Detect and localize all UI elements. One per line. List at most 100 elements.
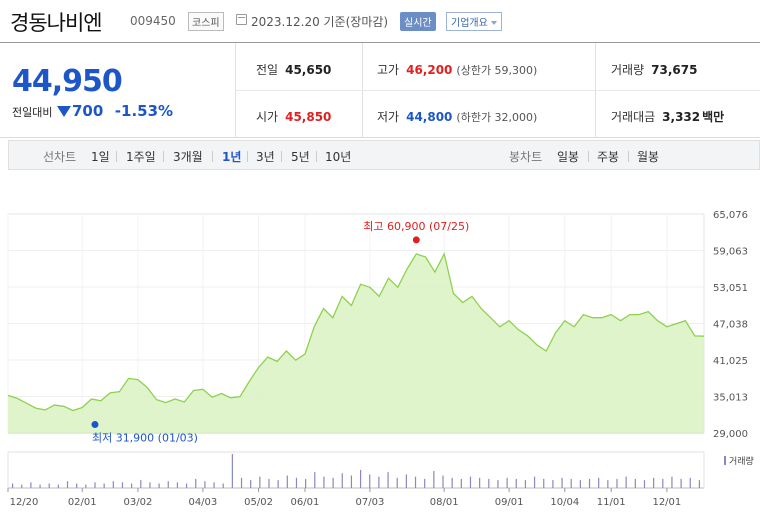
x-tick-label: 02/01 [68, 497, 97, 508]
volume-bar [259, 476, 261, 488]
volume-bar [158, 483, 160, 488]
change-value: 700 [71, 102, 104, 120]
amount-value: 3,332 [662, 110, 701, 124]
volume-bar [570, 478, 572, 488]
change-percent: -1.53% [114, 102, 174, 120]
divider [163, 151, 164, 162]
volume-bar [11, 483, 14, 488]
y-axis: 65,076 59,063 53,051 47,038 41,025 35,013 29,0… [713, 210, 748, 440]
tab-candle-weekly[interactable]: 주봉 [597, 150, 620, 164]
volume-bar [213, 482, 215, 488]
tab-period-1d[interactable]: 1일 [91, 150, 110, 164]
volume-bar [57, 484, 59, 488]
price-change: 전일대비 700 -1.53% [12, 102, 173, 120]
volume-bars: 거래량 [7, 451, 754, 489]
volume-bar [85, 484, 87, 488]
tab-period-3y[interactable]: 3년 [256, 150, 275, 164]
tab-candle-daily[interactable]: 일봉 [557, 150, 580, 164]
high-value: 46,200 [406, 63, 453, 77]
volume-bar [414, 476, 417, 488]
volume-bar [94, 482, 96, 488]
tab-period-5y[interactable]: 5년 [291, 150, 310, 164]
prev-close-label: 전일 [256, 63, 279, 77]
volume-bar [112, 481, 114, 488]
tab-candle-monthly[interactable]: 월봉 [637, 150, 660, 164]
y-tick-label: 65,076 [713, 210, 748, 221]
divider [588, 151, 589, 162]
open-value: 45,850 [285, 110, 332, 124]
volume-bar [305, 478, 307, 488]
x-tick-label: 08/01 [430, 497, 459, 508]
divider [212, 151, 213, 162]
volume-bar [662, 478, 664, 488]
open-price: 시가 45,850 [256, 108, 331, 125]
prev-close: 전일 45,650 [256, 61, 331, 78]
divider [281, 151, 282, 162]
price-area [8, 253, 704, 433]
volume-bar [460, 478, 462, 488]
volume-bar [634, 478, 636, 488]
volume-bar [286, 475, 288, 488]
volume-bar [588, 478, 591, 488]
volume-bar [387, 472, 389, 488]
volume-bar [48, 483, 50, 488]
tab-period-1w[interactable]: 1주일 [126, 150, 156, 164]
volume-bar [543, 478, 545, 488]
x-tick-label: 06/01 [291, 497, 320, 508]
volume-bar [579, 480, 581, 488]
volume-bar [103, 483, 105, 488]
x-axis: 12/20 02/01 03/02 04/03 05/02 06/01 07/03 08/01… [7, 488, 681, 508]
current-price: 44,950 [12, 64, 123, 99]
low-annotation: 최저 31,900 (01/03) [92, 432, 198, 445]
line-chart-label: 선차트 [43, 150, 77, 164]
volume-bar [451, 477, 453, 488]
candle-chart-label: 봉차트 [509, 150, 543, 164]
volume-value: 73,675 [651, 63, 698, 77]
volume-bar [625, 476, 627, 488]
volume-bar [121, 482, 124, 488]
divider [235, 90, 760, 91]
volume-bar [671, 476, 673, 488]
volume-bar [506, 477, 508, 488]
volume-bar [607, 480, 609, 488]
tab-period-10y[interactable]: 10년 [325, 150, 352, 164]
y-tick-label: 29,000 [713, 429, 748, 440]
high-point-marker [412, 236, 420, 244]
high-annotation: 최고 60,900 (07/25) [363, 220, 469, 233]
divider [316, 151, 317, 162]
volume-bar [598, 477, 600, 488]
company-info-dropdown[interactable]: 기업개요 [446, 12, 502, 31]
volume-bar [231, 454, 233, 488]
volume-bar [341, 473, 343, 488]
x-tick-label: 09/01 [495, 497, 524, 508]
volume-bar [442, 475, 444, 488]
x-tick-label: 11/01 [597, 497, 626, 508]
tab-period-3m[interactable]: 3개월 [173, 150, 203, 164]
low-point-marker [91, 421, 99, 429]
amount-unit: 백만 [702, 110, 725, 124]
volume-bar [524, 480, 527, 488]
volume-bar [21, 484, 23, 488]
volume-bar [405, 474, 407, 488]
volume-bar [295, 477, 298, 488]
tab-period-1y[interactable]: 1년 [222, 150, 242, 164]
high-price: 고가 46,200 (상한가 59,300) [377, 61, 537, 78]
volume-bar [479, 477, 481, 488]
volume-bar [332, 477, 334, 488]
volume-bar [314, 472, 316, 488]
volume-bar [680, 478, 682, 488]
x-tick-label: 03/02 [124, 497, 153, 508]
volume-bar [396, 477, 398, 488]
volume-bar [433, 471, 435, 488]
quote-date: 2023.12.20 기준(장마감) [251, 15, 389, 29]
y-tick-label: 53,051 [713, 283, 748, 294]
volume-legend-swatch [724, 456, 726, 465]
price-chart[interactable]: 65,076 59,063 53,051 47,038 41,025 35,013 29,0… [0, 190, 760, 525]
volume-bar [140, 480, 142, 488]
volume-bar [359, 469, 362, 488]
divider [116, 151, 117, 162]
volume-bar [66, 481, 69, 488]
market-badge: 코스피 [188, 12, 224, 31]
volume-bar [204, 481, 206, 488]
realtime-button[interactable]: 실시간 [400, 12, 436, 31]
